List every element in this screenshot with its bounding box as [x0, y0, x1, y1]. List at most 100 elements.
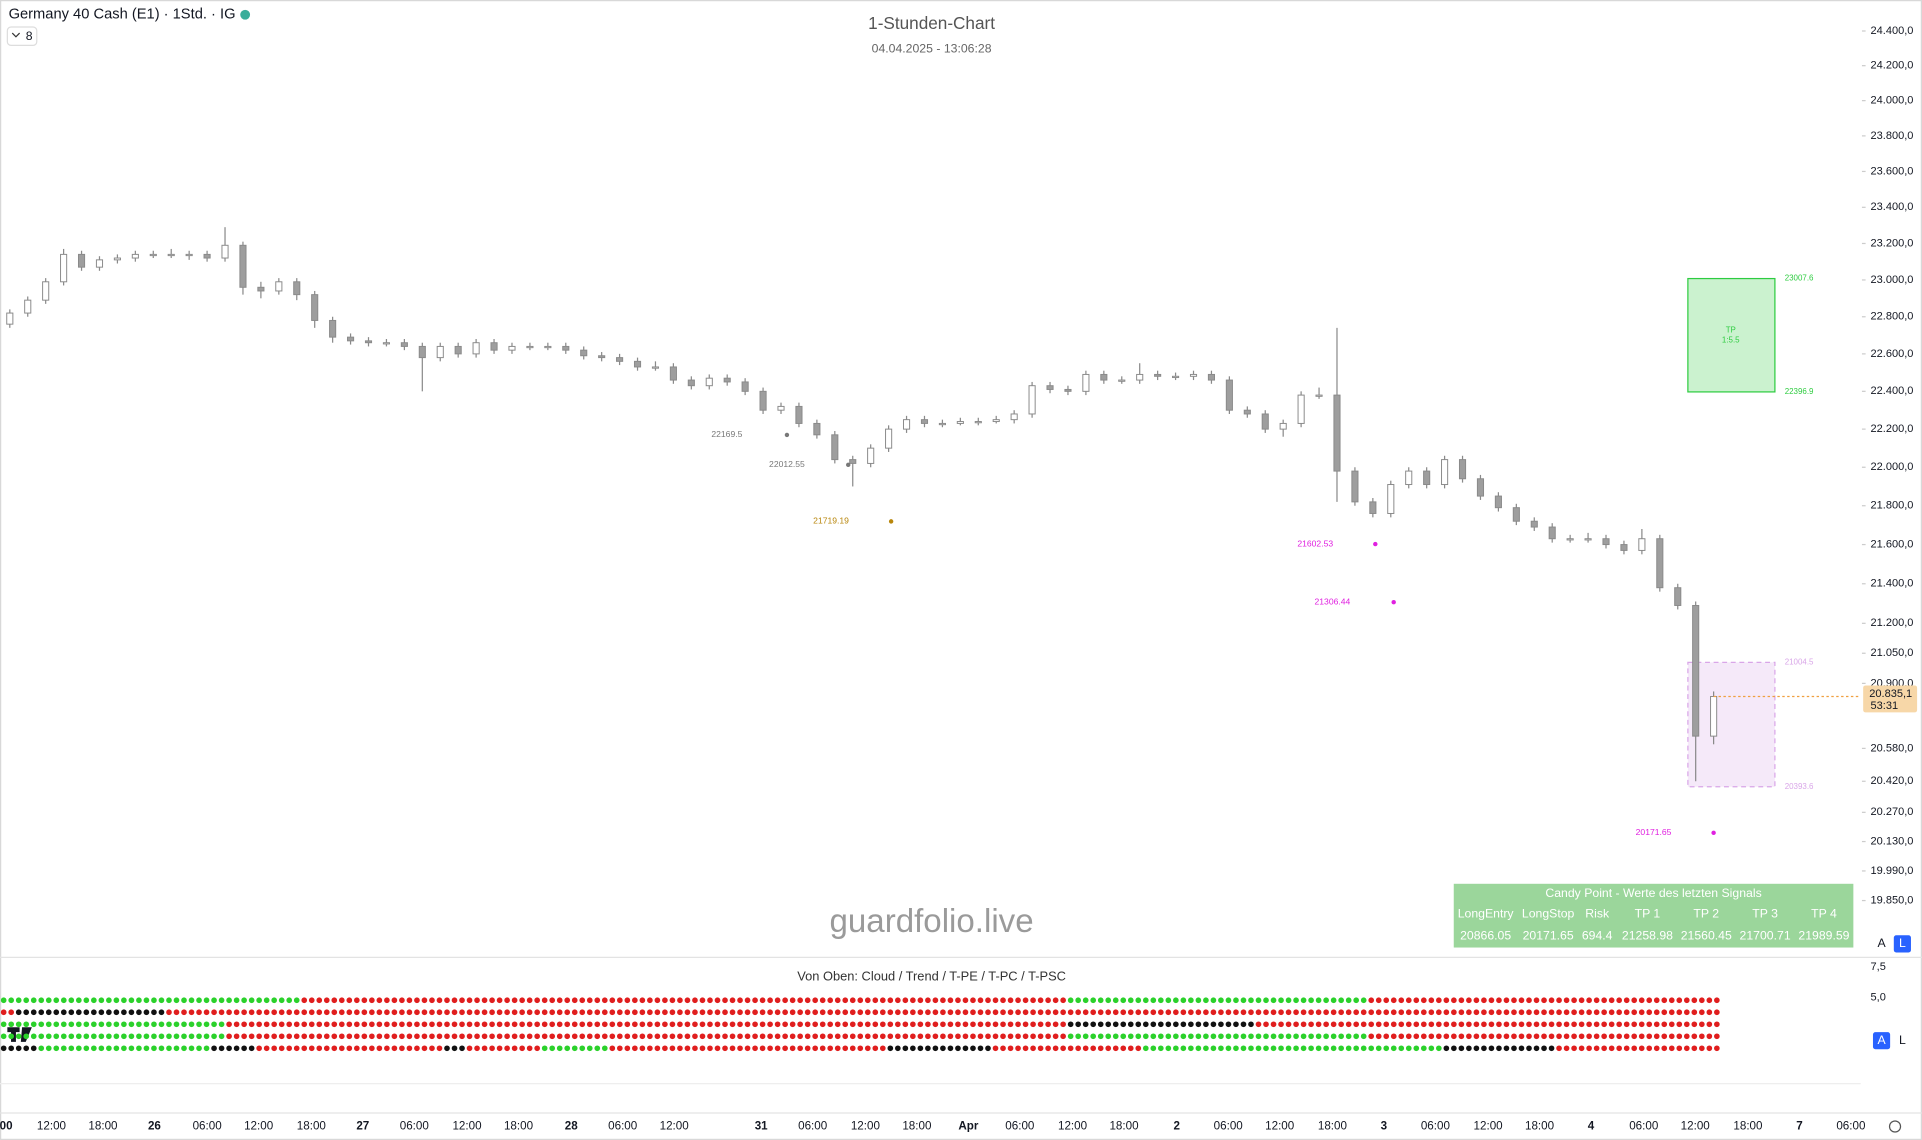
- signal-dot: [1075, 1033, 1081, 1040]
- signal-dot: [23, 1009, 30, 1016]
- signal-dot: [1097, 1021, 1104, 1028]
- signal-dot: [1451, 1045, 1457, 1052]
- signal-dot: [1699, 997, 1705, 1004]
- signal-dot: [136, 1045, 142, 1052]
- candle-body: [1136, 373, 1144, 381]
- x-tick-label: 18:00: [1318, 1120, 1348, 1133]
- candle-body: [347, 336, 355, 342]
- signal-dot: [601, 997, 608, 1004]
- indicator-toggle[interactable]: [6, 26, 38, 46]
- signal-dot: [1315, 1045, 1322, 1052]
- candle-body: [1530, 520, 1538, 528]
- signal-dot: [1451, 1009, 1457, 1016]
- signal-dot: [1203, 1045, 1209, 1052]
- signal-dot: [489, 1009, 495, 1016]
- signal-table-header: LongStop: [1522, 907, 1575, 921]
- scale-button-label[interactable]: A: [1877, 936, 1886, 950]
- signal-dot: [1496, 1045, 1502, 1052]
- signal-dot: [1699, 1045, 1705, 1052]
- signal-dot: [1653, 1033, 1660, 1040]
- signal-dot: [774, 1021, 781, 1028]
- signal-dot: [1443, 997, 1450, 1004]
- signal-dot: [812, 997, 819, 1004]
- scale-button[interactable]: [1893, 1032, 1911, 1050]
- signal-dot: [1075, 1021, 1081, 1028]
- signal-dot: [842, 1009, 849, 1016]
- signal-dot: [977, 1045, 984, 1052]
- signal-dot: [68, 1033, 75, 1040]
- signal-dot: [301, 997, 308, 1004]
- signal-dot: [1586, 1045, 1592, 1052]
- signal-dot: [1300, 1045, 1307, 1052]
- signal-dot: [797, 997, 803, 1004]
- scale-button[interactable]: [1872, 935, 1891, 953]
- settings-icon[interactable]: [1888, 1120, 1902, 1133]
- signal-dot: [586, 1009, 593, 1016]
- signal-dot: [1007, 1045, 1014, 1052]
- signal-dot: [571, 1009, 578, 1016]
- signal-dot: [541, 1021, 548, 1028]
- signal-dot: [1458, 1009, 1465, 1016]
- signal-dot: [128, 1021, 135, 1028]
- signal-dot: [121, 997, 127, 1004]
- indicator-tick-label: 7,5: [1871, 961, 1886, 973]
- signal-dot: [977, 997, 984, 1004]
- signal-dot: [301, 1033, 308, 1040]
- signal-dot: [1263, 1045, 1269, 1052]
- signal-dot: [151, 1045, 157, 1052]
- scale-button-label[interactable]: L: [1899, 1033, 1906, 1047]
- scale-button-label[interactable]: A: [1877, 1033, 1886, 1047]
- signal-dot: [211, 1033, 217, 1040]
- signal-dot: [226, 1045, 232, 1052]
- signal-dot: [466, 1009, 473, 1016]
- signal-dot: [1676, 997, 1683, 1004]
- signal-dot: [166, 1009, 172, 1016]
- signal-dot: [106, 1021, 112, 1028]
- signal-dot: [1255, 1045, 1262, 1052]
- signal-dot: [173, 997, 180, 1004]
- candle-body: [167, 253, 175, 257]
- signal-dot: [1135, 997, 1142, 1004]
- signal-dot: [1218, 1009, 1224, 1016]
- y-tick-label: 20.130,0: [1871, 835, 1914, 847]
- scale-button-label[interactable]: L: [1899, 936, 1906, 950]
- signal-dot: [1060, 1021, 1066, 1028]
- y-tick-label: 23.400,0: [1871, 201, 1914, 213]
- signal-dot: [609, 1009, 616, 1016]
- signal-dot: [436, 997, 443, 1004]
- signal-dot: [1105, 1045, 1112, 1052]
- signal-dot: [782, 1045, 788, 1052]
- scale-button[interactable]: [1872, 1032, 1891, 1050]
- signal-dot: [459, 1033, 465, 1040]
- signal-dot: [879, 1021, 886, 1028]
- signal-dot: [1082, 1021, 1089, 1028]
- x-tick-label: 06:00: [1836, 1120, 1866, 1133]
- signal-table-value: 21700.71: [1740, 929, 1791, 943]
- signal-dot: [399, 997, 405, 1004]
- signal-dot: [196, 1021, 202, 1028]
- candle-body: [1028, 385, 1036, 415]
- signal-dot: [1165, 1021, 1172, 1028]
- scale-button[interactable]: [1893, 935, 1911, 953]
- signal-dot: [586, 1021, 593, 1028]
- signal-dot: [361, 1033, 368, 1040]
- signal-dot: [106, 1033, 112, 1040]
- signal-dot: [1375, 997, 1382, 1004]
- signal-dot: [1285, 1021, 1292, 1028]
- signal-dot: [1075, 997, 1081, 1004]
- signal-dot: [8, 997, 15, 1004]
- signal-dot: [1180, 1021, 1187, 1028]
- signal-dot: [804, 1045, 811, 1052]
- x-tick-label: 31: [755, 1120, 768, 1133]
- signal-dot: [60, 1009, 67, 1016]
- signal-dot: [940, 1033, 946, 1040]
- signal-dot: [534, 1045, 540, 1052]
- signal-dot: [932, 1033, 939, 1040]
- signal-dot: [1496, 1009, 1502, 1016]
- signal-dot: [917, 1021, 924, 1028]
- signal-dot: [940, 1009, 946, 1016]
- signal-dot: [1015, 997, 1021, 1004]
- candle-body: [1656, 538, 1664, 589]
- signal-dot: [925, 1009, 931, 1016]
- signal-dot: [1195, 1045, 1202, 1052]
